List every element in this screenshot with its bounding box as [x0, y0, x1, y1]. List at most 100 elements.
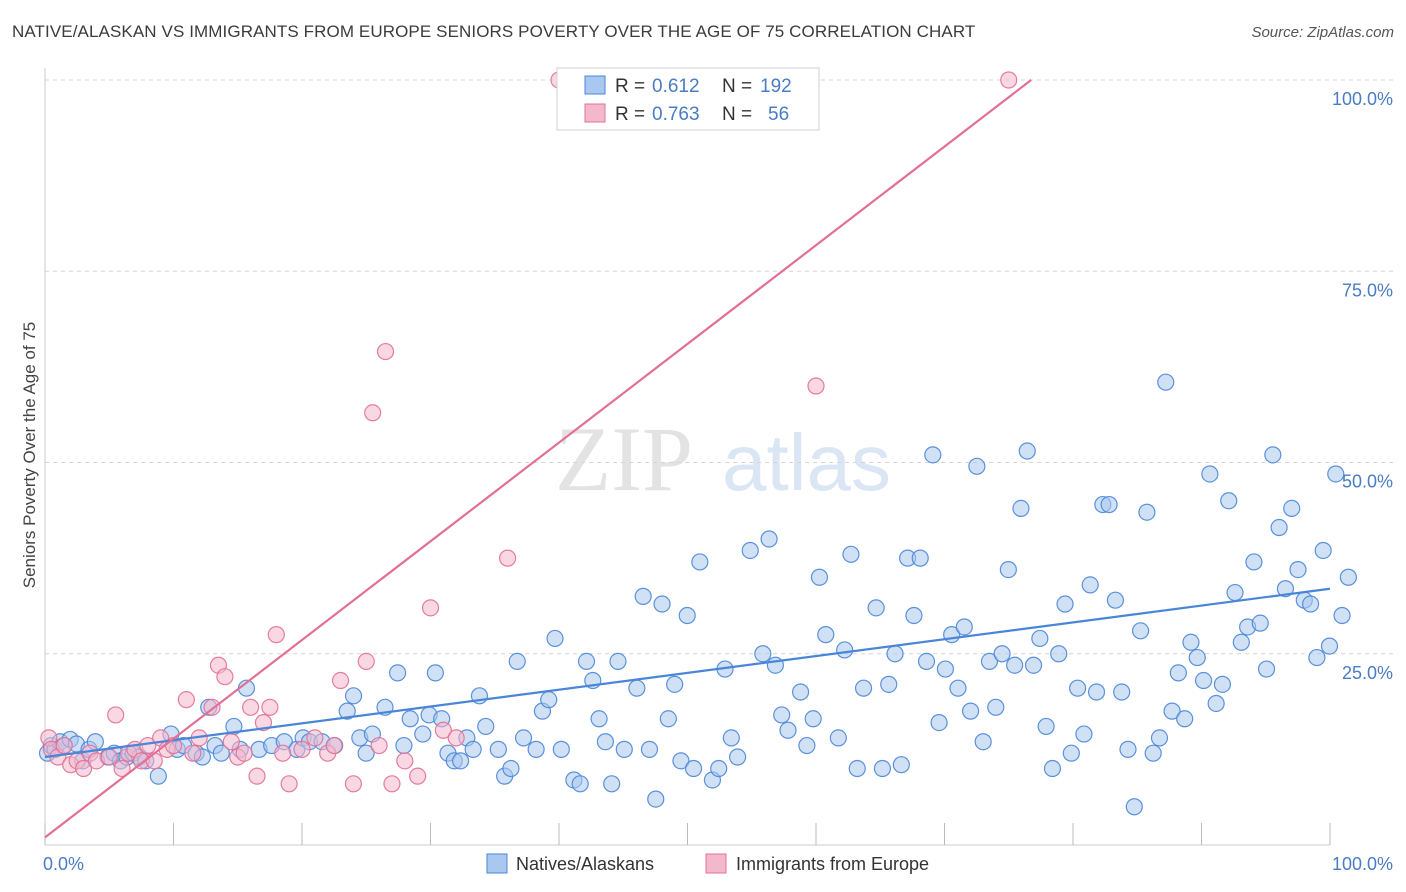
- immigrants-point-29: [242, 698, 260, 716]
- natives-point-164: [1220, 492, 1238, 510]
- natives-point-80: [653, 595, 671, 613]
- natives-point-93: [754, 645, 772, 663]
- legend-r-label-2: R =: [615, 104, 645, 125]
- natives-point-141: [1075, 725, 1093, 743]
- natives-point-178: [1308, 648, 1326, 667]
- natives-point-108: [867, 599, 885, 617]
- natives-point-152: [1144, 744, 1162, 762]
- immigrants-point-3: [55, 736, 73, 755]
- natives-point-160: [1194, 671, 1213, 690]
- immigrants-point-48: [409, 767, 427, 785]
- natives-point-139: [1062, 744, 1080, 762]
- natives-point-174: [1283, 499, 1301, 517]
- natives-point-151: [1138, 503, 1156, 521]
- immigrants-point-16: [145, 752, 163, 770]
- immigrants-point-41: [344, 775, 362, 793]
- immigrants-point-55: [1000, 71, 1018, 89]
- natives-point-54: [464, 740, 482, 758]
- immigrants-point-51: [447, 729, 465, 747]
- immigrants-point-39: [325, 736, 343, 755]
- natives-point-57: [489, 740, 507, 758]
- immigrants-point-30: [248, 767, 266, 785]
- natives-point-135: [1037, 717, 1055, 736]
- immigrants-point-10: [107, 706, 125, 724]
- natives-point-111: [886, 645, 904, 663]
- legend-n-label-1: N =: [722, 76, 752, 97]
- natives-point-100: [804, 710, 822, 728]
- y-tick-labels: 25.0% 50.0% 75.0% 100.0%: [1332, 89, 1393, 683]
- correlation-legend: R = 0.612 N = 192 R = 0.763 N = 56: [556, 67, 820, 131]
- immigrants-point-42: [357, 652, 375, 671]
- immigrants-point-26: [222, 733, 240, 751]
- legend-r-value-1: 0.612: [652, 76, 700, 97]
- natives-point-85: [684, 759, 703, 778]
- natives-point-173: [1276, 580, 1295, 598]
- immigrants-point-34: [274, 744, 292, 762]
- immigrants-point-35: [280, 775, 298, 793]
- natives-point-82: [666, 675, 684, 693]
- natives-point-125: [974, 733, 992, 751]
- natives-point-74: [609, 652, 627, 671]
- immigrants-point-21: [184, 744, 202, 762]
- natives-point-126: [980, 652, 999, 671]
- immigrants-point-6: [74, 759, 93, 778]
- natives-point-59: [502, 759, 520, 778]
- natives-point-86: [691, 553, 709, 571]
- natives-point-62: [527, 740, 545, 758]
- natives-point-38: [344, 687, 363, 705]
- natives-point-56: [477, 717, 495, 736]
- natives-point-130: [1006, 656, 1024, 674]
- immigrants-point-9: [100, 748, 118, 766]
- natives-point-105: [842, 545, 860, 563]
- natives-point-101: [810, 568, 829, 586]
- natives-point-177: [1301, 595, 1320, 613]
- legend-r-value-2: 0.763: [652, 104, 700, 125]
- natives-point-137: [1050, 645, 1068, 663]
- natives-point-52: [451, 752, 470, 770]
- natives-point-166: [1232, 633, 1250, 651]
- natives-point-143: [1087, 683, 1106, 701]
- trend-lines: [44, 79, 1331, 839]
- legend-r-label-1: R =: [615, 76, 645, 97]
- natives-point-134: [1031, 629, 1049, 648]
- watermark-zip: ZIP: [555, 408, 693, 510]
- natives-point-43: [389, 664, 407, 682]
- legend-n-label-2: N =: [722, 104, 752, 125]
- natives-point-92: [741, 541, 759, 560]
- y-tick-label-50: 50.0%: [1342, 472, 1393, 492]
- chart-title: NATIVE/ALASKAN VS IMMIGRANTS FROM EUROPE…: [12, 22, 976, 41]
- legend-swatch-blue: [584, 75, 606, 95]
- natives-point-77: [634, 587, 652, 605]
- natives-point-127: [987, 698, 1005, 716]
- natives-point-88: [710, 759, 728, 778]
- immigrants-point-32: [261, 698, 279, 716]
- natives-point-83: [672, 752, 690, 770]
- gridlines: [45, 79, 1395, 655]
- natives-point-183: [1339, 568, 1357, 586]
- immigrants-point-40: [331, 671, 350, 690]
- natives-point-109: [873, 759, 892, 778]
- immigrants-point-44: [370, 736, 388, 755]
- y-tick-label-75: 75.0%: [1342, 280, 1393, 300]
- natives-point-119: [936, 660, 954, 678]
- natives-point-107: [854, 679, 873, 697]
- natives-point-66: [552, 740, 570, 758]
- y-tick-label-25: 25.0%: [1342, 663, 1393, 683]
- natives-point-140: [1069, 679, 1087, 697]
- natives-point-116: [917, 652, 936, 671]
- legend-n-value-2: 56: [768, 104, 789, 125]
- immigrants-point-33: [267, 626, 285, 644]
- natives-point-180: [1320, 637, 1339, 655]
- natives-point-48: [426, 664, 444, 682]
- natives-point-25: [212, 744, 230, 762]
- natives-point-46: [414, 725, 432, 743]
- natives-point-129: [999, 560, 1017, 579]
- series-legend: Natives/Alaskans Immigrants from Europe: [486, 853, 929, 874]
- x-tick-label-0: 0.0%: [43, 854, 84, 874]
- natives-point-154: [1157, 373, 1175, 391]
- natives-point-112: [892, 756, 910, 774]
- natives-point-179: [1314, 541, 1332, 560]
- natives-point-81: [659, 710, 677, 728]
- immigrants-point-31: [254, 713, 273, 732]
